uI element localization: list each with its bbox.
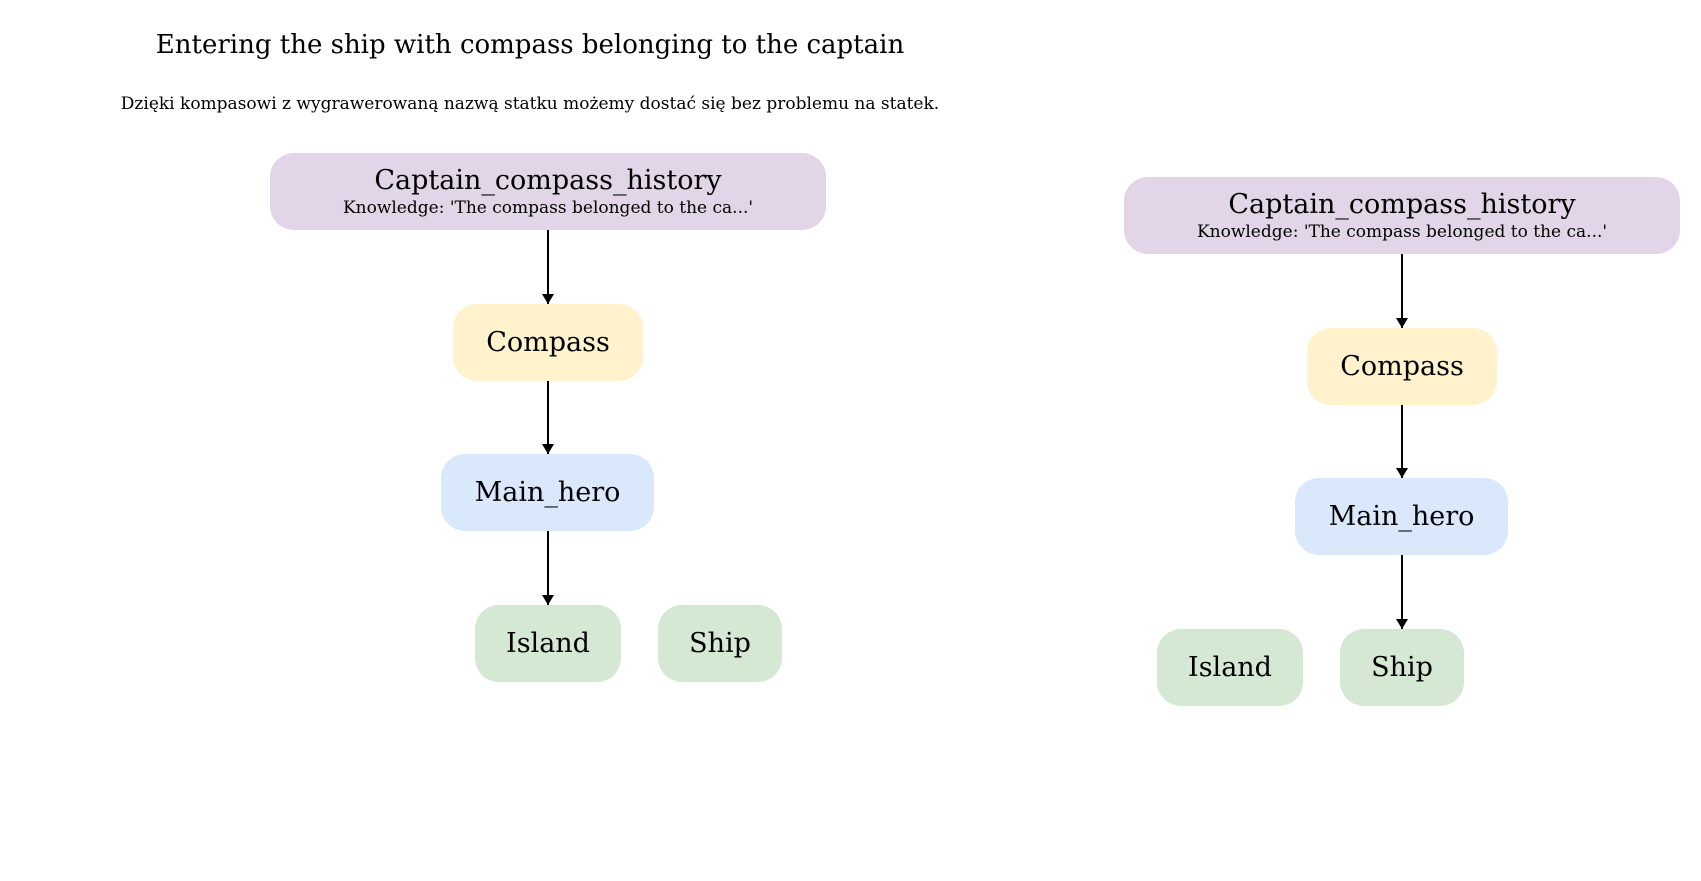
node-label: Compass [486,326,610,358]
node-compass: Compass [453,304,643,381]
node-label: Main_hero [474,476,621,508]
node-ship: Ship [658,605,782,682]
node-ship: Ship [1340,629,1464,706]
node-label: Ship [1371,651,1433,683]
node-label: Compass [1340,350,1464,382]
node-island: Island [1157,629,1303,706]
node-label: Captain_compass_history [1228,188,1576,220]
node-label: Captain_compass_history [374,164,722,196]
node-island: Island [475,605,621,682]
node-compass: Compass [1307,328,1497,405]
node-captain-compass-history: Captain_compass_history Knowledge: 'The … [1124,177,1680,254]
node-main-hero: Main_hero [1295,478,1508,555]
node-knowledge: Knowledge: 'The compass belonged to the … [1196,221,1608,242]
node-label: Island [506,627,590,659]
node-main-hero: Main_hero [441,454,654,531]
diagram-subtitle: Dzięki kompasowi z wygrawerowaną nazwą s… [120,94,940,114]
node-label: Main_hero [1328,500,1475,532]
diagram-title: Entering the ship with compass belonging… [155,30,905,60]
node-label: Island [1188,651,1272,683]
node-captain-compass-history: Captain_compass_history Knowledge: 'The … [270,153,826,230]
node-knowledge: Knowledge: 'The compass belonged to the … [342,197,754,218]
node-label: Ship [689,627,751,659]
